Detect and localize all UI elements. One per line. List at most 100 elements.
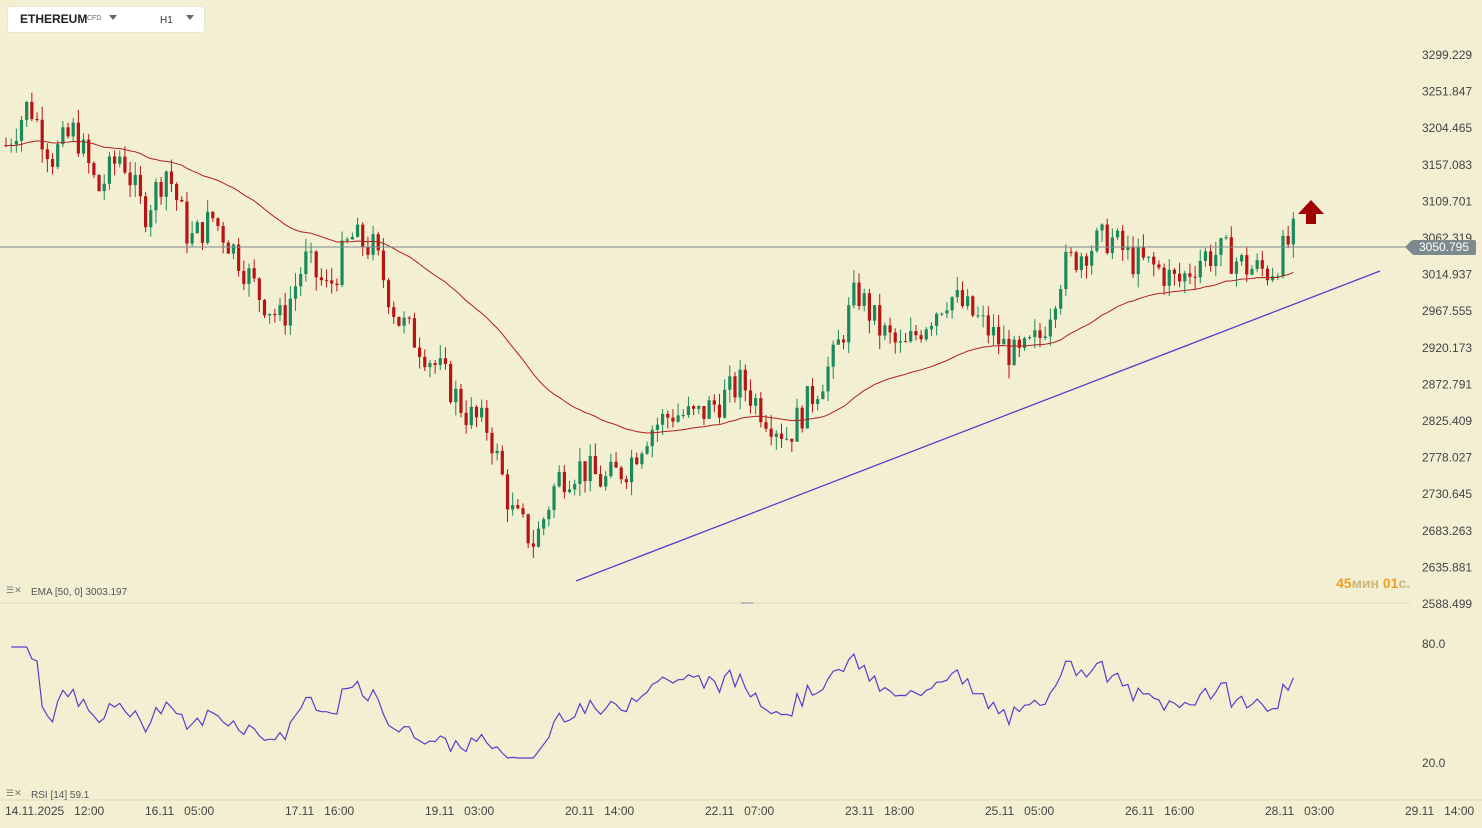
candle-body bbox=[392, 307, 396, 317]
candle-body bbox=[1084, 256, 1089, 266]
time-axis-label: 17.11 16:00 bbox=[285, 804, 354, 818]
candle-body bbox=[831, 344, 835, 367]
candle-body bbox=[1028, 337, 1032, 339]
rsi-menu-icon[interactable]: ☰✕ bbox=[6, 788, 22, 798]
candle-body bbox=[826, 366, 830, 392]
price-axis-label: 2730.645 bbox=[1422, 487, 1472, 501]
candle-body bbox=[1172, 269, 1177, 274]
candle-body bbox=[619, 467, 623, 480]
candle-body bbox=[1079, 256, 1083, 271]
candle-body bbox=[1162, 267, 1166, 286]
timeframe-label[interactable]: H1 bbox=[160, 15, 173, 26]
candle-body bbox=[1146, 256, 1151, 258]
candle-body bbox=[283, 305, 287, 326]
candle-body bbox=[754, 398, 758, 406]
candle-body bbox=[1234, 261, 1239, 274]
candle-body bbox=[1214, 254, 1218, 266]
candle-body bbox=[428, 363, 432, 368]
candle-body bbox=[800, 407, 804, 429]
candle-body bbox=[810, 386, 815, 405]
price-axis-label: 2920.173 bbox=[1422, 341, 1472, 355]
price-axis-label: 2635.881 bbox=[1422, 560, 1472, 574]
candle-body bbox=[774, 433, 778, 437]
candle-body bbox=[986, 315, 990, 336]
timer-sec: 01 bbox=[1382, 575, 1399, 591]
candle-body bbox=[1255, 260, 1259, 269]
candle-body bbox=[278, 305, 282, 316]
symbol-selector[interactable]: ETHEREUM CFD H1 bbox=[8, 7, 204, 32]
price-axis-label: 3157.083 bbox=[1422, 158, 1472, 172]
candle-body bbox=[443, 358, 448, 364]
candle-body bbox=[919, 335, 923, 340]
candle-body bbox=[1007, 338, 1011, 366]
candle-body bbox=[629, 457, 634, 483]
candle-body bbox=[1157, 264, 1161, 268]
rsi-indicator-label[interactable]: RSI [14] 59.1 bbox=[31, 790, 90, 801]
candle-body bbox=[547, 509, 551, 520]
time-axis-label: 16.11 05:00 bbox=[145, 804, 214, 818]
rsi-axis-label: 20.0 bbox=[1422, 756, 1446, 770]
candle-body bbox=[872, 305, 877, 321]
candle-body bbox=[1265, 268, 1270, 281]
candle-body bbox=[164, 171, 168, 197]
candle-body bbox=[1064, 251, 1068, 290]
candle-body bbox=[50, 159, 55, 167]
candle-body bbox=[1048, 319, 1052, 337]
candle-body bbox=[903, 341, 908, 343]
candle-body bbox=[692, 406, 696, 409]
price-axis: 3299.229 3251.847 3204.465 3157.083 3109.701… bbox=[1422, 48, 1472, 611]
candle-body bbox=[143, 196, 148, 228]
timer-min-unit: мин bbox=[1351, 575, 1379, 591]
candle-body bbox=[35, 118, 39, 120]
price-axis-label: 2967.555 bbox=[1422, 304, 1472, 318]
candle-body bbox=[511, 505, 515, 510]
candle-body bbox=[743, 369, 747, 391]
candle-body bbox=[914, 331, 918, 336]
candle-body bbox=[268, 313, 272, 316]
candle-body bbox=[262, 299, 267, 316]
candle-body bbox=[304, 251, 308, 275]
candle-body bbox=[81, 139, 86, 154]
candle-body bbox=[852, 282, 856, 306]
candle-body bbox=[588, 456, 592, 482]
candle-body bbox=[154, 181, 158, 211]
candle-body bbox=[1245, 255, 1249, 275]
price-axis-label: 3014.937 bbox=[1422, 268, 1472, 282]
ema-indicator-label[interactable]: EMA [50, 0] 3003.197 bbox=[31, 587, 128, 598]
price-axis-label: 3109.701 bbox=[1422, 194, 1472, 208]
up-arrow-icon bbox=[1298, 200, 1324, 224]
candle-body bbox=[1291, 218, 1295, 245]
candle-body bbox=[474, 406, 479, 418]
candle-body bbox=[56, 144, 60, 167]
candle-body bbox=[433, 363, 437, 365]
timeframe-dropdown-icon[interactable] bbox=[186, 15, 194, 20]
candle-body bbox=[195, 222, 199, 234]
candle-body bbox=[381, 250, 386, 281]
current-price-tag: 3050.795 bbox=[1405, 240, 1476, 255]
candle-body bbox=[888, 325, 892, 333]
candle-body bbox=[981, 315, 985, 317]
candle-body bbox=[526, 514, 530, 544]
candle-body bbox=[402, 317, 406, 326]
candle-body bbox=[87, 139, 91, 164]
candle-body bbox=[733, 376, 737, 398]
trendline[interactable] bbox=[575, 270, 1381, 582]
price-axis-label: 2683.263 bbox=[1422, 524, 1472, 538]
candle-body bbox=[459, 388, 463, 413]
candle-body bbox=[976, 315, 980, 317]
candle-body bbox=[361, 224, 365, 247]
candle-body bbox=[945, 310, 949, 314]
time-axis-label: 25.11 05:00 bbox=[985, 804, 1054, 818]
candle-body bbox=[423, 356, 427, 368]
indicator-menu-icon[interactable]: ☰✕ bbox=[6, 585, 22, 595]
candle-body bbox=[1136, 247, 1140, 275]
candle-body bbox=[681, 415, 685, 417]
candle-body bbox=[386, 280, 391, 308]
symbol-dropdown-icon[interactable] bbox=[109, 15, 117, 20]
panel-resize-handle[interactable] bbox=[741, 602, 753, 604]
candle-body bbox=[1043, 336, 1047, 339]
candle-body bbox=[723, 389, 727, 418]
candle-body bbox=[624, 479, 628, 483]
candle-body bbox=[1177, 273, 1182, 282]
